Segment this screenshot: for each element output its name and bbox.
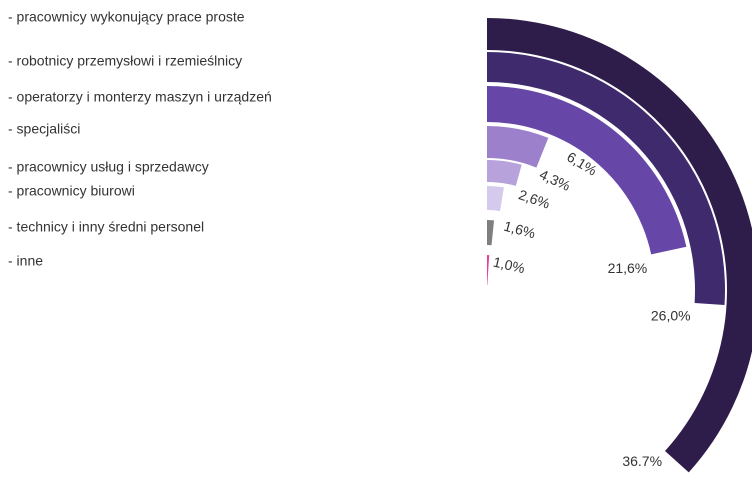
legend-label: - technicy i inny średni personel <box>8 219 204 235</box>
legend-label: - pracownicy biurowi <box>8 183 135 199</box>
radial-bar <box>487 160 522 186</box>
value-label: 1,6% <box>502 218 537 242</box>
value-label: 26,0% <box>651 308 691 324</box>
value-label: 2,6% <box>517 186 552 211</box>
radial-bar <box>487 255 490 286</box>
value-label: 21,6% <box>608 260 648 276</box>
value-label: 36.7% <box>622 453 662 469</box>
radial-bar <box>487 186 504 212</box>
radial-bar <box>487 18 752 473</box>
radial-bar <box>487 220 495 246</box>
legend-label: - operatorzy i monterzy maszyn i urządze… <box>8 89 272 105</box>
legend-label: - specjaliści <box>8 121 80 137</box>
legend-label: - pracownicy usług i sprzedawcy <box>8 159 209 175</box>
legend-label: - pracownicy wykonujący prace proste <box>8 9 245 25</box>
legend-label: - robotnicy przemysłowi i rzemieślnicy <box>8 53 242 69</box>
radial-bar <box>487 86 687 255</box>
value-label: 1,0% <box>492 254 527 277</box>
radial-bar <box>487 52 725 305</box>
radial-bar <box>487 126 549 168</box>
value-label: 4,3% <box>537 166 573 194</box>
legend-label: - inne <box>8 253 43 269</box>
